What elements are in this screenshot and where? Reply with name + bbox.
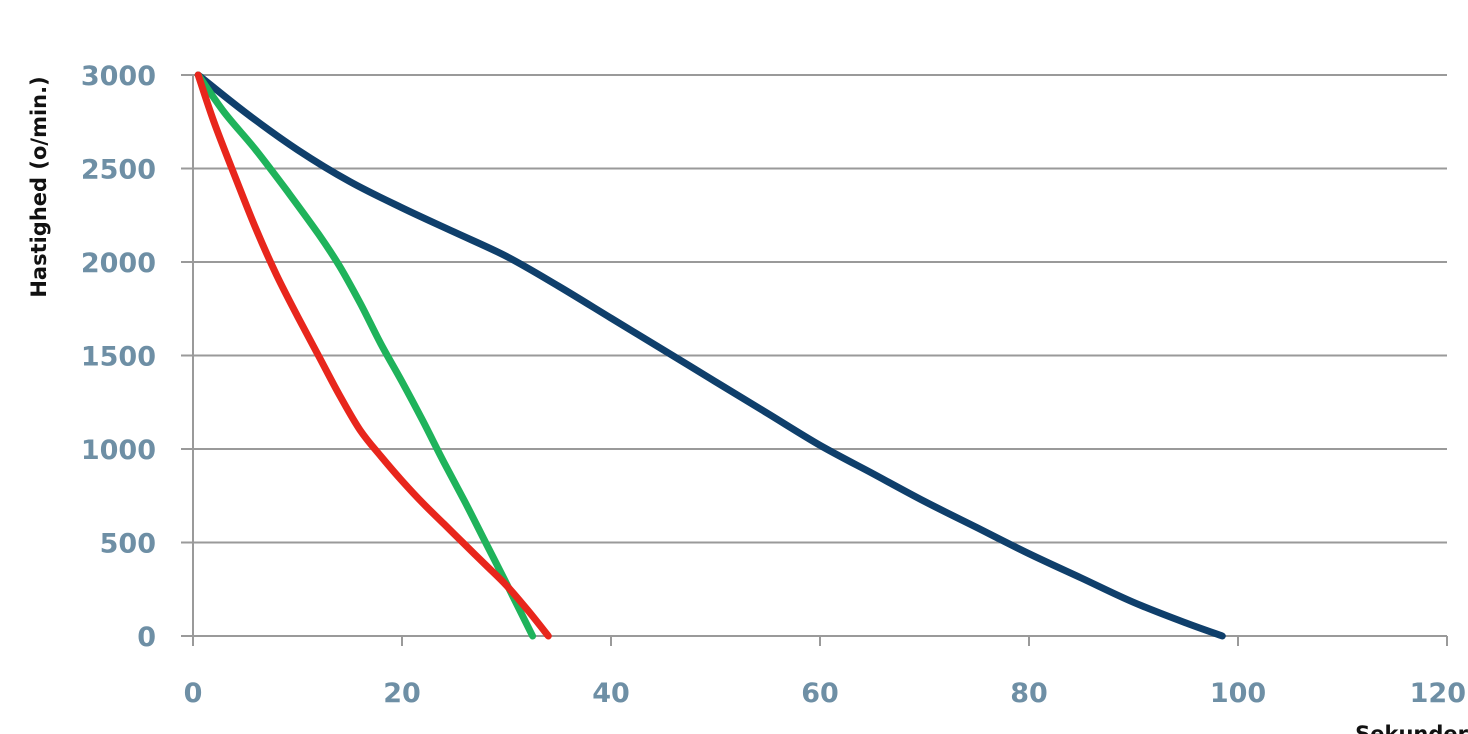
- y-tick-label: 2500: [81, 155, 156, 186]
- y-axis-title: Hastighed (o/min.): [27, 76, 51, 297]
- x-tick-label: 20: [383, 678, 421, 709]
- y-tick-label: 500: [100, 529, 156, 560]
- x-tick-label: 60: [801, 678, 839, 709]
- y-tick-label: 1000: [81, 435, 156, 466]
- axes: [181, 75, 1448, 646]
- x-tick-label: 100: [1210, 678, 1266, 709]
- y-tick-labels: 0 500 1000 1500 2000 2500 3000: [81, 61, 156, 653]
- series-line-3: [194, 71, 552, 640]
- y-tick-label: 2000: [81, 248, 156, 279]
- series-line-2: [194, 71, 537, 640]
- x-tick-label: 80: [1010, 678, 1048, 709]
- y-tick-label: 1500: [81, 342, 156, 373]
- series-line-1: [194, 71, 1226, 640]
- gridlines: [181, 74, 1447, 544]
- x-axis-title: Sekunder: [1355, 722, 1468, 734]
- x-tick-label: 120: [1410, 678, 1466, 709]
- y-tick-label: 0: [137, 622, 156, 653]
- x-tick-label: 0: [184, 678, 203, 709]
- x-tick-label: 40: [592, 678, 630, 709]
- x-tick-labels: 0 20 40 60 80 100 120: [184, 678, 1466, 709]
- y-tick-label: 3000: [81, 61, 156, 92]
- data-series: [194, 71, 1226, 640]
